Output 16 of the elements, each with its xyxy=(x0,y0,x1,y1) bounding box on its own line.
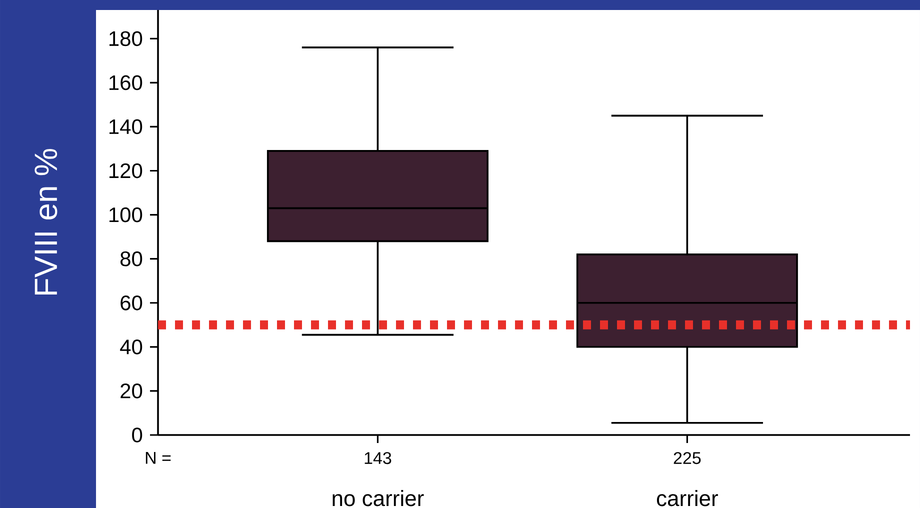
y-tick-label: 140 xyxy=(110,119,142,134)
y-tick-label: 80 xyxy=(120,251,142,266)
x-tick-label: carrier xyxy=(656,490,718,506)
y-tick-label: 40 xyxy=(120,339,142,354)
text: 225 xyxy=(674,452,701,464)
y-axis-title: FVIII en % xyxy=(34,148,58,295)
y-tick-label: 100 xyxy=(110,207,142,222)
text: 143 xyxy=(364,452,392,464)
text: N = xyxy=(146,452,171,464)
y-tick-label: 120 xyxy=(110,163,142,178)
x-tick-label: no carrier xyxy=(332,490,424,506)
y-tick-label: 60 xyxy=(120,295,142,310)
y-tick-label: 180 xyxy=(110,31,142,46)
y-tick-label: 160 xyxy=(110,75,142,90)
y-tick-label: 20 xyxy=(120,384,142,398)
y-tick-label: 0 xyxy=(132,428,142,442)
